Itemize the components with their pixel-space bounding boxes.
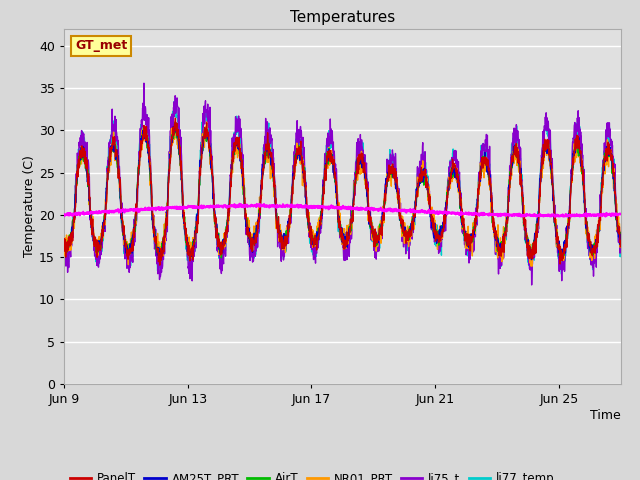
Title: Temperatures: Temperatures [290,10,395,25]
Text: Time: Time [590,409,621,422]
Text: GT_met: GT_met [75,39,127,52]
Y-axis label: Temperature (C): Temperature (C) [23,156,36,257]
